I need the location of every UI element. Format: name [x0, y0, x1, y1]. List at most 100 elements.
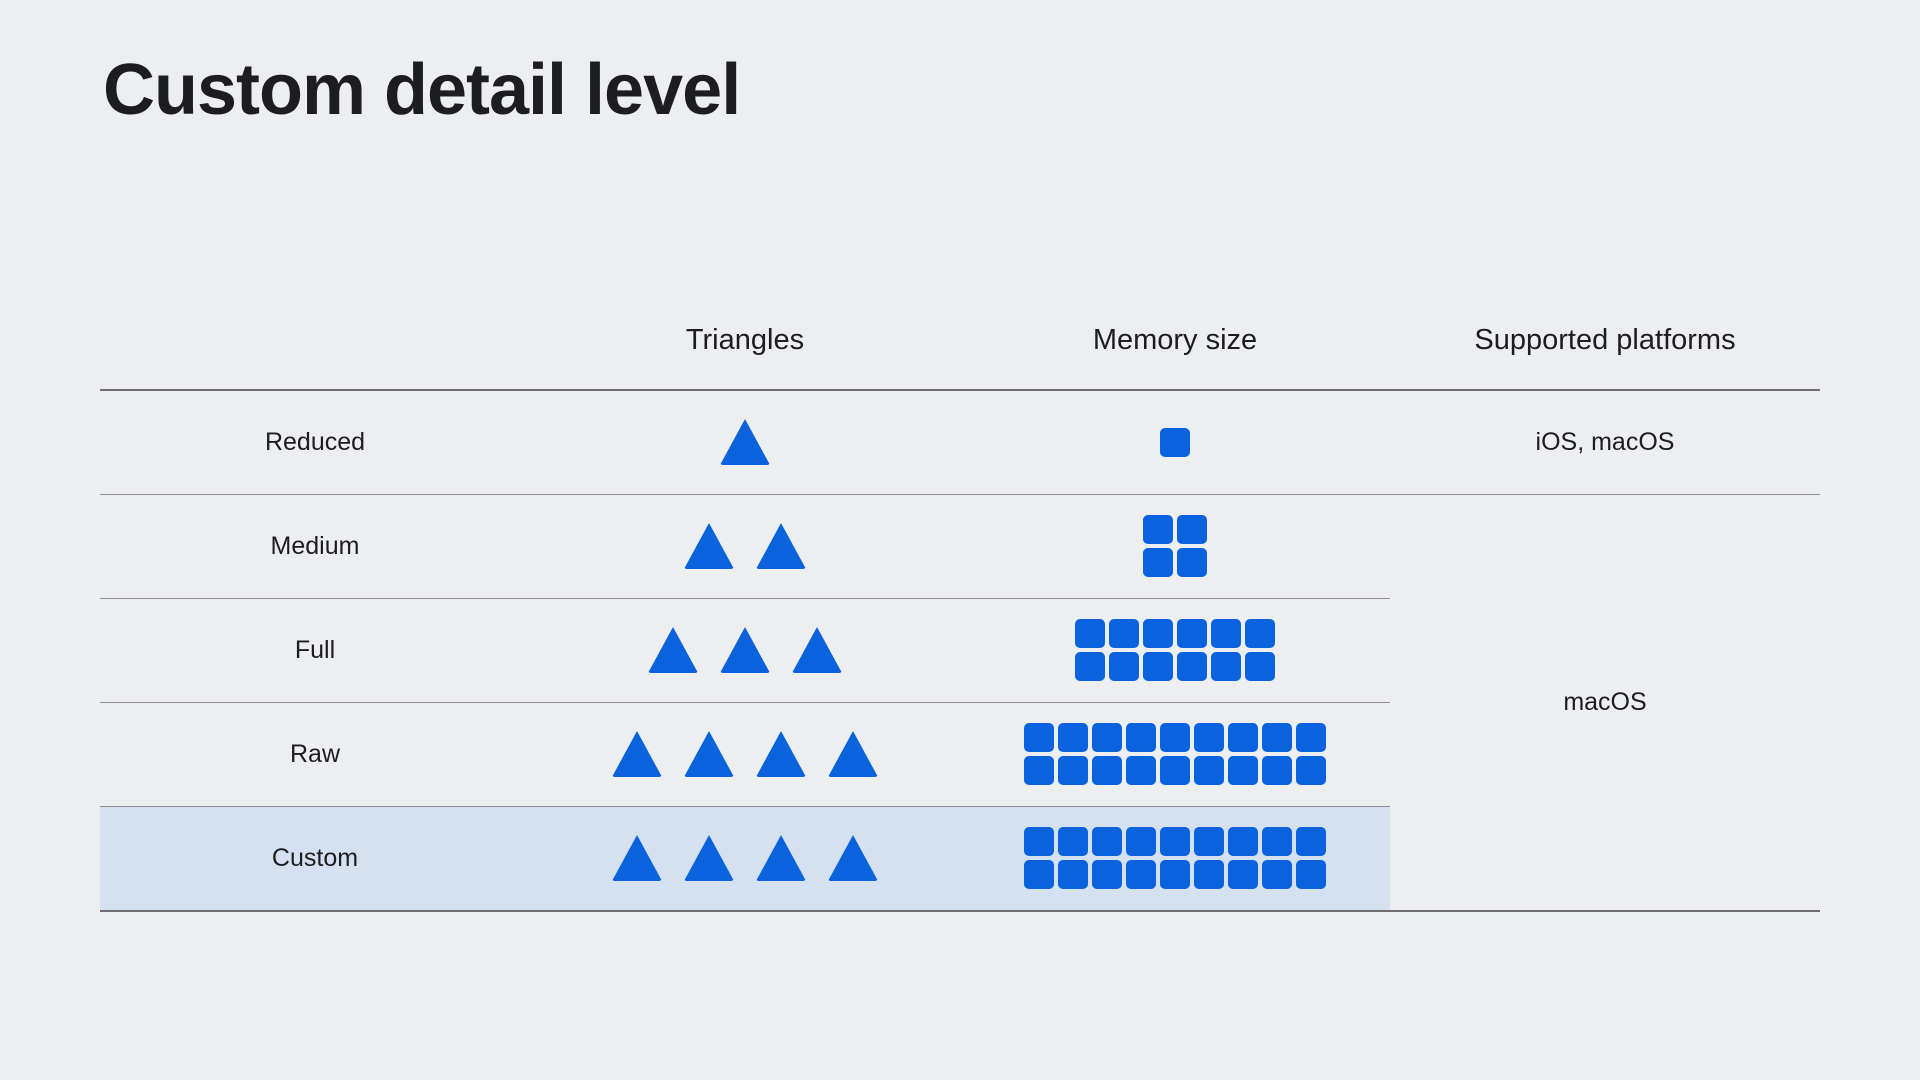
- triangles-cell: [530, 494, 960, 598]
- header-supported-platforms: Supported platforms: [1474, 324, 1736, 356]
- memory-blocks: [1024, 827, 1326, 889]
- detail-level-table: Triangles Memory size Supported platform…: [100, 300, 1820, 912]
- triangle-icon: [792, 627, 842, 673]
- memory-block-icon: [1177, 652, 1207, 681]
- row-divider: [100, 494, 1820, 495]
- memory-block-icon: [1092, 827, 1122, 856]
- triangle-icon: [828, 731, 878, 777]
- memory-block-icon: [1126, 723, 1156, 752]
- memory-block-icon: [1228, 756, 1258, 785]
- table-row-medium: Medium: [100, 494, 1390, 598]
- memory-block-icon: [1296, 723, 1326, 752]
- memory-block-icon: [1194, 723, 1224, 752]
- triangle-icon: [756, 523, 806, 569]
- memory-block-icon: [1058, 723, 1088, 752]
- memory-block-icon: [1143, 548, 1173, 577]
- memory-block-icon: [1160, 723, 1190, 752]
- memory-size-cell: [960, 390, 1390, 494]
- triangles-cell: [530, 390, 960, 494]
- memory-size-cell: [960, 598, 1390, 702]
- memory-block-icon: [1058, 827, 1088, 856]
- memory-block-icon: [1194, 860, 1224, 889]
- triangle-icon: [612, 835, 662, 881]
- triangle-icon: [756, 731, 806, 777]
- memory-block-icon: [1092, 723, 1122, 752]
- triangle-icon: [648, 627, 698, 673]
- header-triangles: Triangles: [685, 324, 805, 356]
- row-label: Custom: [271, 844, 359, 872]
- memory-block-icon: [1262, 827, 1292, 856]
- memory-block-icon: [1143, 652, 1173, 681]
- memory-block-icon: [1160, 860, 1190, 889]
- memory-block-icon: [1296, 860, 1326, 889]
- memory-block-icon: [1143, 619, 1173, 648]
- memory-block-icon: [1194, 756, 1224, 785]
- triangle-icon: [612, 731, 662, 777]
- memory-block-icon: [1211, 619, 1241, 648]
- table-row-reduced: Reduced: [100, 390, 1390, 494]
- row-divider: [100, 598, 1390, 599]
- triangle-icon: [828, 835, 878, 881]
- memory-block-icon: [1228, 827, 1258, 856]
- triangle-icon: [684, 731, 734, 777]
- table-row-raw: Raw: [100, 702, 1390, 806]
- memory-block-icon: [1126, 860, 1156, 889]
- triangles-cell: [530, 806, 960, 910]
- memory-block-icon: [1126, 756, 1156, 785]
- memory-block-icon: [1109, 619, 1139, 648]
- memory-block-icon: [1092, 756, 1122, 785]
- memory-blocks: [1160, 427, 1190, 457]
- platform-cell: macOS: [1563, 688, 1647, 716]
- triangle-icon: [684, 523, 734, 569]
- platform-cell: iOS, macOS: [1535, 428, 1675, 456]
- memory-block-icon: [1024, 723, 1054, 752]
- memory-block-icon: [1160, 756, 1190, 785]
- row-divider: [100, 806, 1390, 807]
- table-bottom-border: [100, 910, 1820, 912]
- triangles-cell: [530, 598, 960, 702]
- memory-block-icon: [1262, 860, 1292, 889]
- memory-block-icon: [1194, 827, 1224, 856]
- triangles-cell: [530, 702, 960, 806]
- memory-block-icon: [1245, 652, 1275, 681]
- row-label: Full: [294, 636, 336, 664]
- memory-block-icon: [1109, 652, 1139, 681]
- header-memory-size: Memory size: [1092, 324, 1258, 356]
- memory-block-icon: [1024, 860, 1054, 889]
- memory-block-icon: [1262, 756, 1292, 785]
- memory-block-icon: [1177, 548, 1207, 577]
- memory-block-icon: [1092, 860, 1122, 889]
- table-row-full: Full: [100, 598, 1390, 702]
- memory-size-cell: [960, 806, 1390, 910]
- row-label: Medium: [270, 532, 360, 560]
- triangle-icon: [720, 419, 770, 465]
- memory-block-icon: [1024, 827, 1054, 856]
- table-header-row: Triangles Memory size Supported platform…: [100, 300, 1820, 390]
- memory-block-icon: [1228, 723, 1258, 752]
- memory-blocks: [1024, 723, 1326, 785]
- triangle-icon: [684, 835, 734, 881]
- memory-size-cell: [960, 702, 1390, 806]
- memory-block-icon: [1075, 619, 1105, 648]
- header-divider: [100, 389, 1820, 391]
- memory-block-icon: [1058, 860, 1088, 889]
- memory-block-icon: [1160, 827, 1190, 856]
- row-label: Raw: [289, 740, 340, 768]
- memory-block-icon: [1160, 427, 1190, 457]
- memory-block-icon: [1143, 515, 1173, 544]
- memory-blocks: [1075, 619, 1275, 681]
- memory-block-icon: [1228, 860, 1258, 889]
- memory-block-icon: [1075, 652, 1105, 681]
- memory-block-icon: [1296, 756, 1326, 785]
- triangle-icon: [720, 627, 770, 673]
- slide-title: Custom detail level: [103, 50, 741, 130]
- table-row-custom: Custom: [100, 806, 1390, 910]
- memory-block-icon: [1126, 827, 1156, 856]
- memory-size-cell: [960, 494, 1390, 598]
- triangle-icon: [756, 835, 806, 881]
- memory-block-icon: [1177, 619, 1207, 648]
- row-label: Reduced: [264, 428, 366, 456]
- memory-block-icon: [1058, 756, 1088, 785]
- memory-block-icon: [1262, 723, 1292, 752]
- memory-blocks: [1143, 515, 1207, 577]
